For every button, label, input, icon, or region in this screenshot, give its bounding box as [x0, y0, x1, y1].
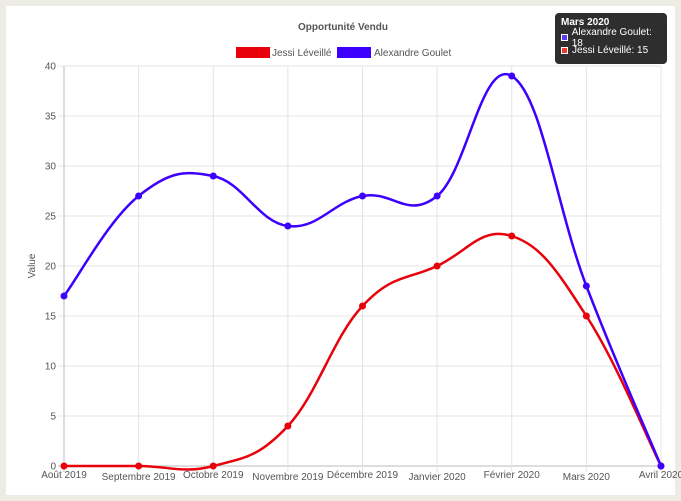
data-point: [582, 282, 590, 290]
tooltip-row: Jessi Léveillé: 15: [561, 44, 661, 57]
y-tick-label: 25: [45, 212, 57, 223]
data-point: [209, 172, 217, 180]
data-point: [508, 72, 516, 80]
tooltip-title: Mars 2020: [561, 17, 610, 28]
x-tick-label: Mars 2020: [563, 472, 611, 483]
x-tick-label: Novembre 2019: [252, 472, 324, 483]
tooltip-row-label: Jessi Léveillé: 15: [572, 45, 649, 56]
series-line: [64, 232, 663, 471]
data-point: [209, 462, 217, 470]
legend-swatch: [236, 47, 270, 58]
y-tick-label: 40: [45, 62, 57, 73]
data-point: [508, 232, 516, 240]
tooltip-swatch: [561, 34, 568, 41]
chart-title: Opportunité Vendu: [298, 22, 388, 33]
data-point: [433, 192, 441, 200]
data-point: [284, 422, 292, 430]
x-tick-label: Août 2019: [41, 470, 87, 481]
y-tick-label: 10: [45, 362, 57, 373]
tooltip-row-label: Alexandre Goulet: 18: [571, 26, 652, 49]
data-point: [135, 462, 143, 470]
x-tick-label: Octobre 2019: [183, 470, 244, 481]
chart-tooltip: Mars 2020 Alexandre Goulet: 18 Jessi Lév…: [555, 13, 667, 64]
chart-card: [6, 6, 675, 495]
x-tick-label: Septembre 2019: [102, 472, 176, 483]
y-tick-label: 30: [45, 162, 57, 173]
data-point: [135, 192, 143, 200]
data-point: [359, 302, 366, 310]
y-tick-label: 20: [45, 262, 57, 273]
y-tick-label: 35: [45, 112, 57, 123]
data-point: [60, 292, 68, 300]
legend-label: Jessi Léveillé: [272, 48, 332, 59]
tooltip-row: Alexandre Goulet: 18: [561, 27, 661, 49]
series-line: [62, 72, 663, 467]
x-tick-label: Avril 2020: [639, 470, 681, 481]
data-point: [582, 312, 590, 320]
y-tick-label: 0: [50, 462, 56, 473]
data-point: [657, 462, 665, 470]
data-point: [60, 462, 68, 470]
data-point: [433, 262, 441, 270]
y-axis-label: Value: [27, 253, 38, 278]
data-point: [284, 222, 292, 230]
data-point: [359, 192, 366, 200]
x-tick-label: Décembre 2019: [327, 470, 399, 481]
y-tick-label: 15: [45, 312, 57, 323]
legend-swatch: [337, 47, 371, 58]
x-tick-label: Janvier 2020: [408, 472, 466, 483]
x-tick-label: Février 2020: [484, 470, 541, 481]
y-tick-label: 5: [50, 412, 56, 423]
tooltip-swatch: [561, 47, 568, 54]
legend-label: Alexandre Goulet: [374, 48, 451, 59]
